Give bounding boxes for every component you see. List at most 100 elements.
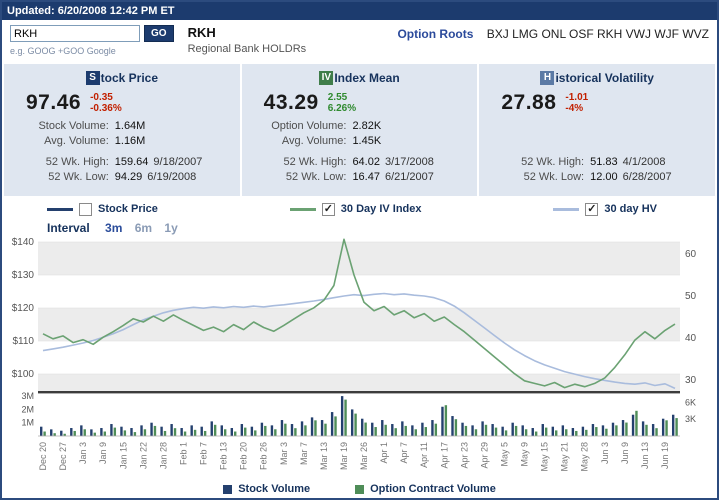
svg-text:May 15: May 15 bbox=[540, 442, 550, 472]
svg-text:$120: $120 bbox=[12, 303, 35, 314]
svg-text:Apr 7: Apr 7 bbox=[399, 442, 409, 464]
historical-volatility-value: 27.88 bbox=[501, 90, 557, 114]
stat-row: Option Volume: 2.82K bbox=[271, 120, 382, 132]
stat-row: Avg. Volume: 1.45K bbox=[281, 135, 382, 147]
legend-iv-index: ✓ 30 Day IV Index bbox=[289, 202, 422, 216]
svg-text:$110: $110 bbox=[12, 336, 34, 347]
svg-text:Jun 3: Jun 3 bbox=[600, 442, 610, 464]
svg-text:30: 30 bbox=[685, 375, 697, 386]
stock-price-line-swatch bbox=[47, 207, 73, 211]
stat-row: 52 Wk. Low: 12.00 6/28/2007 bbox=[523, 171, 672, 183]
iv-index-value: 43.29 bbox=[263, 90, 319, 114]
svg-text:$100: $100 bbox=[12, 369, 35, 380]
svg-text:Mar 19: Mar 19 bbox=[339, 442, 349, 470]
svg-text:$130: $130 bbox=[12, 270, 35, 281]
stat-row: Stock Volume: 1.64M bbox=[38, 120, 146, 132]
svg-text:Mar 13: Mar 13 bbox=[319, 442, 329, 470]
svg-text:Feb 26: Feb 26 bbox=[259, 442, 269, 470]
iv-index-line-swatch bbox=[289, 207, 316, 211]
iv-index-checkbox[interactable]: ✓ bbox=[321, 202, 335, 216]
svg-text:Dec 27: Dec 27 bbox=[58, 442, 68, 471]
interval-label: Interval bbox=[47, 221, 90, 235]
symbol-search-input[interactable] bbox=[10, 25, 140, 42]
historical-volatility-title: istorical Volatility bbox=[555, 70, 654, 85]
svg-text:Mar 3: Mar 3 bbox=[279, 442, 289, 465]
svg-text:Jun 9: Jun 9 bbox=[620, 442, 630, 464]
svg-text:May 28: May 28 bbox=[580, 442, 590, 472]
svg-text:Apr 23: Apr 23 bbox=[459, 442, 469, 469]
option-roots-list: BXJ LMG ONL OSF RKH VWJ WJF WVZ bbox=[486, 27, 709, 41]
chart-section: Stock Price ✓ 30 Day IV Index ✓ 30 day H… bbox=[2, 196, 717, 496]
stat-row: 52 Wk. High: 64.02 3/17/2008 bbox=[283, 156, 434, 168]
volume-legend: Stock Volume Option Contract Volume bbox=[2, 482, 717, 496]
svg-text:Feb 20: Feb 20 bbox=[239, 442, 249, 470]
svg-text:1M: 1M bbox=[21, 418, 34, 428]
svg-text:May 5: May 5 bbox=[499, 442, 509, 467]
svg-text:Jan 9: Jan 9 bbox=[98, 442, 108, 464]
updated-bar: Updated: 6/20/2008 12:42 PM ET bbox=[2, 2, 717, 20]
svg-text:$140: $140 bbox=[12, 237, 35, 248]
svg-text:2M: 2M bbox=[21, 404, 34, 414]
interval-6m[interactable]: 6m bbox=[134, 221, 153, 235]
svg-text:Jan 28: Jan 28 bbox=[158, 442, 168, 469]
stat-row: 52 Wk. High: 51.83 4/1/2008 bbox=[521, 156, 666, 168]
symbol-block: RKH Regional Bank HOLDRs bbox=[188, 25, 307, 64]
interval-1y[interactable]: 1y bbox=[164, 221, 178, 235]
option-roots: Option Roots BXJ LMG ONL OSF RKH VWJ WJF… bbox=[397, 25, 709, 64]
interval-3m[interactable]: 3m bbox=[105, 221, 123, 235]
interval-row: Interval 3m 6m 1y bbox=[2, 217, 717, 236]
svg-text:Feb 13: Feb 13 bbox=[219, 442, 229, 470]
stat-row: 52 Wk. High: 159.64 9/18/2007 bbox=[45, 156, 203, 168]
svg-text:Apr 17: Apr 17 bbox=[439, 442, 449, 469]
stat-row: 52 Wk. Low: 94.29 6/19/2008 bbox=[48, 171, 197, 183]
search-block: GO e.g. GOOG +GOO Google bbox=[10, 25, 174, 64]
svg-text:May 21: May 21 bbox=[560, 442, 570, 472]
svg-text:May 9: May 9 bbox=[520, 442, 530, 467]
svg-text:Feb 1: Feb 1 bbox=[178, 442, 188, 465]
stock-price-checkbox[interactable] bbox=[79, 202, 92, 216]
legend-stock-price: Stock Price bbox=[47, 202, 158, 216]
iv-index-panel: IV Index Mean 43.29 2.55 6.26% Option Vol… bbox=[241, 64, 478, 196]
option-volume-swatch bbox=[355, 484, 365, 494]
hv-checkbox[interactable]: ✓ bbox=[585, 202, 599, 216]
stock-price-icon: S bbox=[85, 70, 100, 85]
svg-text:60: 60 bbox=[685, 249, 697, 260]
stock-price-title: tock Price bbox=[100, 70, 159, 85]
legend-hv: ✓ 30 day HV bbox=[553, 202, 657, 216]
price-volatility-chart: $140 $130 $120 $110 $100 60 50 40 30 3M 2M 1M 6K 3K De… bbox=[12, 237, 697, 472]
stock-price-value: 97.46 bbox=[26, 90, 82, 114]
svg-text:Jan 3: Jan 3 bbox=[78, 442, 88, 464]
company-name: Regional Bank HOLDRs bbox=[187, 43, 307, 55]
stat-row: 52 Wk. Low: 16.47 6/21/2007 bbox=[285, 171, 434, 183]
legend-stock-volume: Stock Volume bbox=[223, 483, 310, 495]
svg-text:Apr 29: Apr 29 bbox=[479, 442, 489, 469]
search-hint: e.g. GOOG +GOO Google bbox=[10, 46, 116, 56]
svg-text:Jan 22: Jan 22 bbox=[138, 442, 148, 469]
svg-text:Jan 15: Jan 15 bbox=[118, 442, 128, 469]
svg-text:Mar 7: Mar 7 bbox=[299, 442, 309, 465]
legend-option-contract-volume: Option Contract Volume bbox=[355, 483, 496, 495]
iv-index-icon: IV bbox=[319, 70, 334, 85]
svg-text:Feb 7: Feb 7 bbox=[199, 442, 209, 465]
header-row: GO e.g. GOOG +GOO Google RKH Regional Ba… bbox=[2, 20, 717, 64]
stock-volume-swatch bbox=[223, 484, 233, 494]
svg-text:Apr 11: Apr 11 bbox=[419, 442, 429, 468]
svg-text:40: 40 bbox=[685, 333, 697, 344]
svg-text:6K: 6K bbox=[685, 397, 696, 407]
stat-row: Avg. Volume: 1.16M bbox=[44, 135, 146, 147]
historical-volatility-change: -1.01 -4% bbox=[565, 91, 589, 114]
svg-text:3M: 3M bbox=[21, 391, 34, 401]
svg-text:50: 50 bbox=[685, 291, 697, 302]
iv-index-change: 2.55 6.26% bbox=[327, 91, 357, 114]
historical-volatility-icon: H bbox=[540, 70, 555, 85]
hv-line-swatch bbox=[553, 207, 580, 211]
svg-text:Jun 19: Jun 19 bbox=[660, 442, 670, 469]
ticker-symbol: RKH bbox=[187, 25, 216, 40]
go-button[interactable]: GO bbox=[144, 25, 174, 42]
stock-price-change: -0.35 -0.36% bbox=[90, 91, 122, 114]
svg-text:Dec 20: Dec 20 bbox=[38, 442, 48, 471]
svg-text:Mar 26: Mar 26 bbox=[359, 442, 369, 470]
